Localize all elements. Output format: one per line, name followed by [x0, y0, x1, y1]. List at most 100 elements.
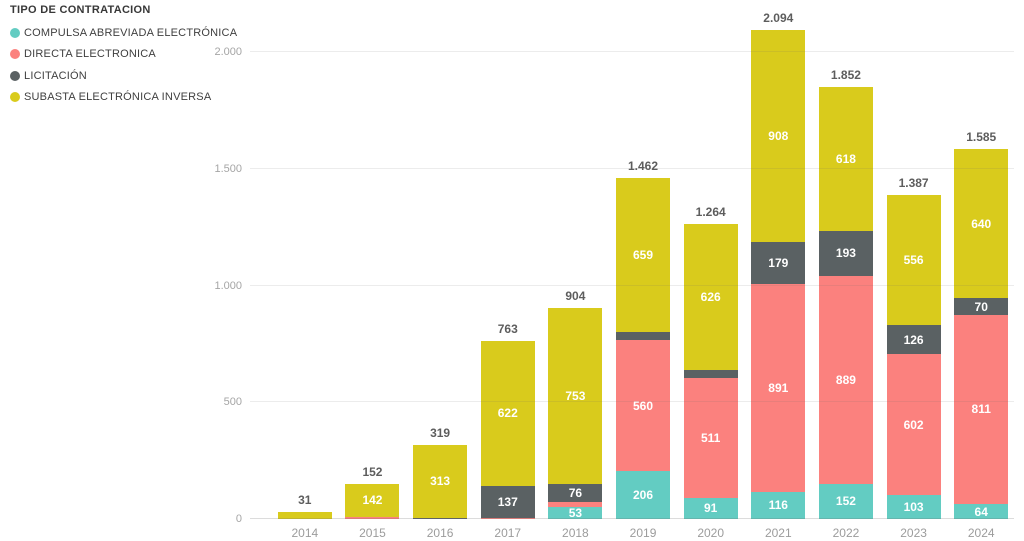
segment-value-label: 908	[768, 129, 789, 144]
bar-column-2022: 152 889 193 618 1.852 2022	[812, 52, 880, 540]
legend-item-subasta-electronica-inversa[interactable]: SUBASTA ELECTRÓNICA INVERSA	[10, 87, 237, 109]
bar-total-label: 904	[565, 288, 586, 303]
legend-dot-icon	[10, 70, 20, 81]
bar-total-label: 1.462	[628, 158, 659, 173]
segment-value-label: 556	[903, 253, 924, 268]
x-axis-label: 2023	[900, 526, 927, 540]
stacked-bar-2015: 142	[345, 483, 400, 519]
segment-subasta-electronica-inversa[interactable]: 659	[616, 177, 671, 332]
y-axis-tick: 1.500	[214, 162, 242, 175]
segment-directa-electronica[interactable]: 511	[683, 378, 738, 498]
segment-value-label: 618	[835, 151, 856, 166]
segment-value-label: 193	[835, 246, 856, 261]
segment-subasta-electronica-inversa[interactable]: 753	[548, 307, 603, 484]
legend-items: COMPULSA ABREVIADA ELECTRÓNICA DIRECTA EL…	[10, 22, 237, 108]
x-axis-label: 2020	[697, 526, 725, 540]
segment-directa-electronica[interactable]	[480, 518, 535, 519]
legend-item-directa-electronica[interactable]: DIRECTA ELECTRONICA	[10, 44, 237, 66]
bar-total-label: 1.852	[830, 67, 861, 82]
segment-directa-electronica[interactable]	[548, 501, 603, 507]
segment-directa-electronica[interactable]: 889	[818, 275, 873, 484]
segment-directa-electronica[interactable]: 560	[616, 340, 671, 471]
x-axis-label: 2019	[629, 526, 657, 540]
segment-directa-electronica[interactable]: 602	[886, 354, 941, 495]
stacked-bar-2020: 91 511 626	[683, 223, 738, 519]
segment-licitacion[interactable]	[616, 331, 671, 341]
legend-item-label: COMPULSA ABREVIADA ELECTRÓNICA	[24, 26, 238, 39]
segment-value-label: 622	[497, 406, 518, 421]
segment-licitacion[interactable]: 70	[954, 298, 1009, 315]
segment-subasta-electronica-inversa[interactable]	[277, 511, 332, 519]
bar-total-label: 1.585	[966, 129, 997, 144]
segment-compulsa-abreviada-electronica[interactable]: 206	[616, 470, 671, 519]
segment-value-label: 70	[974, 299, 988, 314]
plot-area: 31 2014 142 152 2015 313 319 2016 137 622 763 2017 5…	[271, 11, 1015, 540]
segment-directa-electronica[interactable]: 891	[751, 283, 806, 492]
segment-licitacion[interactable]: 193	[818, 230, 873, 276]
bar-column-2019: 206 560 659 1.462 2019	[609, 52, 677, 540]
segment-compulsa-abreviada-electronica[interactable]: 53	[548, 505, 603, 520]
segment-value-label: 64	[974, 504, 988, 519]
legend-item-licitacion[interactable]: LICITACIÓN	[10, 65, 237, 87]
segment-subasta-electronica-inversa[interactable]: 142	[345, 483, 400, 517]
segment-subasta-electronica-inversa[interactable]: 626	[683, 223, 738, 371]
bar-total-label: 1.387	[898, 176, 929, 191]
segment-licitacion[interactable]: 126	[886, 324, 941, 355]
segment-value-label: 889	[835, 372, 856, 387]
stacked-bar-2019: 206 560 659	[616, 177, 671, 519]
segment-directa-electronica[interactable]	[345, 516, 400, 519]
segment-subasta-electronica-inversa[interactable]: 618	[818, 86, 873, 231]
segment-subasta-electronica-inversa[interactable]: 640	[954, 148, 1009, 299]
segment-licitacion[interactable]: 137	[480, 486, 535, 519]
segment-value-label: 152	[835, 494, 856, 509]
segment-subasta-electronica-inversa[interactable]: 908	[751, 30, 806, 243]
segment-subasta-electronica-inversa[interactable]: 556	[886, 195, 941, 325]
stacked-bar-2017: 137 622	[480, 340, 535, 519]
x-axis-label: 2018	[562, 526, 589, 540]
segment-value-label: 640	[971, 216, 992, 231]
segment-licitacion[interactable]	[683, 370, 738, 379]
segment-value-label: 53	[568, 505, 583, 520]
stacked-bar-2023: 103 602 126 556	[886, 195, 941, 519]
segment-licitacion[interactable]: 179	[751, 242, 806, 284]
segment-value-label: 126	[903, 332, 924, 347]
segment-value-label: 91	[703, 501, 718, 516]
legend-item-label: DIRECTA ELECTRONICA	[24, 48, 156, 61]
bar-column-2015: 142 152 2015	[339, 52, 407, 540]
segment-licitacion[interactable]: 76	[548, 483, 603, 502]
x-axis-label: 2014	[291, 526, 319, 540]
bar-column-2016: 313 319 2016	[406, 52, 474, 540]
segment-subasta-electronica-inversa[interactable]: 313	[413, 444, 468, 518]
bar-total-label: 2.094	[763, 11, 794, 26]
legend-item-compulsa-abreviada-electronica[interactable]: COMPULSA ABREVIADA ELECTRÓNICA	[10, 22, 237, 44]
x-axis-label: 2021	[764, 526, 792, 540]
segment-subasta-electronica-inversa[interactable]: 622	[480, 340, 535, 487]
segment-compulsa-abreviada-electronica[interactable]: 103	[886, 494, 941, 519]
x-axis-label: 2016	[426, 526, 454, 540]
segment-compulsa-abreviada-electronica[interactable]: 116	[751, 491, 806, 519]
bar-column-2021: 116 891 179 908 2.094 2021	[744, 11, 812, 540]
segment-licitacion[interactable]	[413, 517, 468, 519]
legend-dot-icon	[10, 27, 20, 38]
bar-column-2024: 64 811 70 640 1.585 2024	[947, 52, 1015, 540]
segment-value-label: 103	[903, 499, 924, 514]
x-axis-label: 2017	[494, 526, 522, 540]
stacked-bar-2016: 313	[413, 444, 468, 519]
bar-column-2014: 31 2014	[271, 52, 339, 540]
bar-total-label: 1.264	[695, 204, 726, 219]
stacked-bar-2014	[277, 511, 332, 519]
segment-directa-electronica[interactable]: 811	[954, 314, 1009, 505]
segment-value-label: 659	[633, 247, 654, 262]
x-axis-label: 2024	[967, 526, 995, 540]
segment-compulsa-abreviada-electronica[interactable]: 152	[818, 483, 873, 519]
stacked-bar-2021: 116 891 179 908	[751, 30, 806, 519]
y-axis-tick: 500	[223, 396, 242, 409]
legend-dot-icon	[10, 92, 20, 103]
segment-compulsa-abreviada-electronica[interactable]: 91	[683, 497, 738, 519]
segment-value-label: 753	[565, 388, 586, 403]
segment-compulsa-abreviada-electronica[interactable]: 64	[954, 504, 1009, 519]
bar-total-label: 152	[362, 464, 383, 479]
bar-total-label: 763	[497, 321, 518, 336]
segment-value-label: 626	[700, 289, 721, 304]
segment-value-label: 313	[430, 474, 451, 489]
